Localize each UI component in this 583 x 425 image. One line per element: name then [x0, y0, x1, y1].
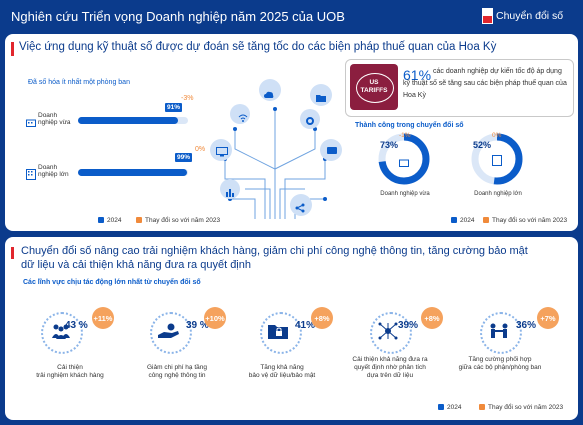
- item-icon-ring: [480, 312, 522, 354]
- section2-heading-line1: Chuyển đổi số nâng cao trải nghiệm khách…: [21, 245, 528, 257]
- item-label: Cải thiện khả năng đưa ra quyết định nhờ …: [352, 356, 428, 379]
- team-icon: [488, 323, 510, 344]
- wifi-icon: [238, 110, 248, 122]
- item-label: Giảm chi phí hạ tầng công nghệ thông tin: [147, 364, 207, 379]
- legend-swatch-change: [136, 217, 142, 224]
- legend-swatch-2024: [98, 217, 104, 224]
- item-icon-ring: [370, 312, 412, 354]
- bar-fill-medium: [78, 117, 179, 124]
- tariff-stamp-text: US TARIFFS: [360, 79, 388, 94]
- item-change-badge: +11%: [92, 307, 114, 329]
- donut-large-change: 0%: [492, 132, 502, 139]
- item-change-badge: +10%: [204, 307, 226, 329]
- bar-label-medium: Doanh nghiệp vừa: [38, 112, 71, 126]
- gear-icon: [305, 113, 315, 125]
- building-icon: [399, 154, 409, 167]
- building-icon: [26, 114, 36, 127]
- bar-value-large: 99%: [175, 153, 193, 162]
- donut-medium-value: 73%: [380, 140, 399, 150]
- legend-change: Thay đổi so với năm 2023: [136, 217, 220, 224]
- item-change-badge: +8%: [311, 307, 333, 329]
- monitor-icon: [216, 144, 228, 157]
- item-change-badge: +7%: [537, 307, 559, 329]
- item-icon-ring: [150, 312, 192, 354]
- item-percent: 39 %: [186, 320, 209, 331]
- cloud-upload-icon: [264, 88, 274, 98]
- chart-icon: [225, 184, 235, 197]
- accent-bar: [11, 247, 14, 259]
- tariff-card: [345, 59, 574, 117]
- donut-large: [471, 133, 523, 185]
- hand-coin-icon: [158, 323, 180, 344]
- item-percent: 43 %: [65, 320, 88, 331]
- lock-folder-icon: [268, 323, 288, 344]
- legend-2024-right: 2024: [451, 217, 474, 224]
- top-bar: Nghiên cứu Triển vọng Doanh nghiệp năm 2…: [0, 0, 583, 34]
- success-title: Thành công trong chuyển đổi số: [355, 122, 464, 129]
- section2-heading-line2: dữ liệu và cải thiện khả năng đưa ra quy…: [21, 259, 251, 271]
- legend-2024: 2024: [98, 217, 121, 224]
- bar-change-medium: -3%: [181, 95, 194, 102]
- tariff-description: các doanh nghiệp dự kiến tốc độ áp dụng …: [403, 68, 567, 99]
- item-icon-ring: [260, 312, 302, 354]
- legend-swatch-2024: [451, 217, 457, 224]
- report-title: Nghiên cứu Triển vọng Doanh nghiệp năm 2…: [11, 9, 345, 24]
- item-percent: 39%: [398, 320, 419, 331]
- chat-icon: [327, 144, 337, 154]
- item-label: Cải thiện trải nghiệm khách hàng: [36, 364, 104, 379]
- item-label: Tăng khả năng bảo vệ dữ liệu/bảo mật: [248, 364, 316, 379]
- network-icon: [378, 322, 398, 345]
- item-icon-ring: [41, 312, 83, 354]
- legend-change-right: Thay đổi so với năm 2023: [483, 217, 567, 224]
- item-label: Tăng cường phối hợp giữa các bộ phận/phòn…: [458, 356, 542, 371]
- item-percent: 41%: [295, 320, 316, 331]
- left-subtitle: Đã số hóa ít nhất một phòng ban: [28, 79, 130, 86]
- tariff-percent: 61%: [403, 67, 432, 83]
- item-percent: 36%: [516, 320, 537, 331]
- digital-network-illustration: [210, 79, 342, 219]
- bar-change-large: 0%: [195, 146, 206, 153]
- folder-icon: [316, 90, 326, 102]
- stamp-ring: [356, 73, 394, 103]
- section2-subtitle: Các lĩnh vực chịu tác động lớn nhất từ c…: [23, 279, 201, 286]
- donut-medium-label: Doanh nghiệp vừa: [380, 191, 430, 197]
- bar-value-medium: 91%: [165, 103, 183, 112]
- item-change-badge: +8%: [421, 307, 443, 329]
- section-label: Chuyển đổi số: [496, 10, 564, 22]
- legend-swatch-2024: [438, 404, 444, 411]
- bar-fill-large: [78, 169, 187, 176]
- flag-icon: [482, 8, 493, 24]
- tariff-panel: Việc ứng dụng kỹ thuật số được dự đoán s…: [5, 34, 578, 231]
- impact-panel: Chuyển đổi số nâng cao trải nghiệm khách…: [5, 237, 578, 420]
- section1-heading: Việc ứng dụng kỹ thuật số được dự đoán s…: [19, 41, 497, 53]
- legend-change: Thay đổi so với năm 2023: [479, 404, 563, 411]
- donut-medium-change: -1%: [399, 132, 411, 139]
- donut-large-label: Doanh nghiệp lớn: [474, 191, 522, 197]
- tall-building-icon: [26, 167, 36, 180]
- legend-2024: 2024: [438, 404, 461, 411]
- legend-swatch-change: [483, 217, 489, 224]
- tall-building-icon: [492, 153, 502, 166]
- donut-large-value: 52%: [473, 140, 492, 150]
- legend-swatch-change: [479, 404, 485, 411]
- share-icon: [295, 200, 305, 213]
- donut-medium: [378, 133, 430, 185]
- accent-bar: [11, 42, 14, 56]
- people-icon: [51, 323, 71, 344]
- bar-label-large: Doanh nghiệp lớn: [38, 164, 69, 178]
